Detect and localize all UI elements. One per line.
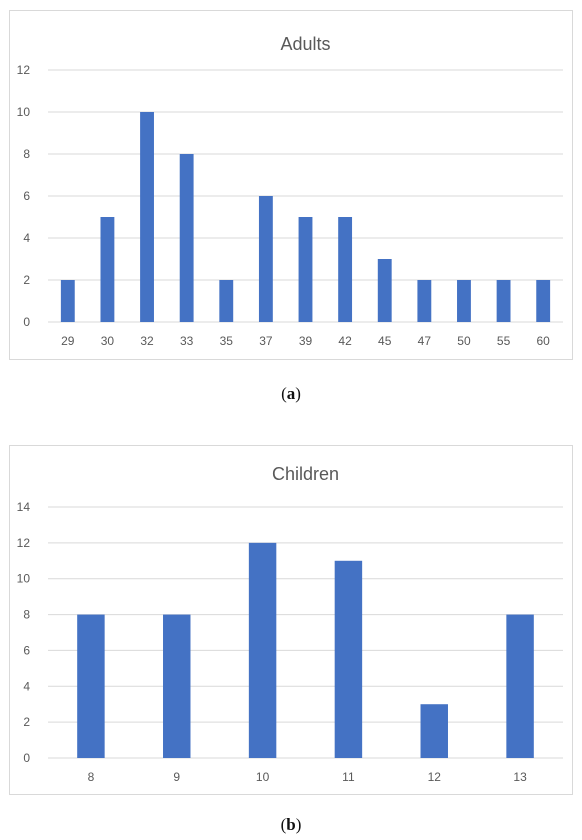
bar-60 (536, 280, 551, 322)
x-tick-label: 39 (299, 334, 313, 348)
bar-12 (420, 704, 448, 758)
x-tick-label: 60 (537, 334, 551, 348)
bar-29 (60, 280, 75, 322)
bar-9 (163, 614, 191, 758)
x-tick-label: 10 (256, 770, 270, 784)
x-tick-label: 8 (88, 770, 95, 784)
chart-children-svg: Children 0 2 4 6 8 10 12 14 8 9 10 11 12 13 (17, 464, 563, 784)
bar-30 (100, 217, 115, 322)
x-tick-label: 55 (497, 334, 511, 348)
y-tick-label: 6 (23, 643, 30, 657)
bar-11 (334, 560, 363, 758)
chart-title: Children (272, 464, 339, 484)
bar-42 (338, 217, 353, 322)
x-tick-label: 12 (428, 770, 442, 784)
chart-title: Adults (280, 34, 330, 54)
y-tick-label: 10 (17, 105, 31, 119)
y-tick-label: 6 (23, 189, 30, 203)
x-tick-label: 47 (418, 334, 432, 348)
y-tick-label: 8 (23, 608, 30, 622)
x-tick-label: 11 (342, 770, 355, 784)
x-tick-label: 45 (378, 334, 392, 348)
bar-13 (506, 614, 534, 758)
x-tick-label: 13 (513, 770, 527, 784)
bar-8 (77, 614, 105, 758)
bar-39 (298, 217, 313, 322)
x-tick-label: 42 (338, 334, 352, 348)
bar-47 (417, 280, 432, 322)
bar-45 (377, 259, 392, 322)
x-tick-label: 30 (101, 334, 115, 348)
caption-a-letter: a (286, 384, 296, 403)
bar-10 (248, 542, 277, 758)
y-tick-label: 10 (17, 572, 31, 586)
bar-32 (140, 112, 154, 322)
x-tick-label: 29 (61, 334, 75, 348)
caption-b-letter: b (286, 815, 296, 834)
caption-a: (a) (281, 384, 301, 403)
x-tick-label: 33 (180, 334, 194, 348)
y-tick-label: 0 (23, 751, 30, 765)
y-tick-label: 12 (17, 63, 31, 77)
chart-adults: Adults 0 2 4 6 8 10 12 29 30 32 33 35 37 39 42 45 47 50 55 6… (9, 10, 573, 360)
bar-35 (219, 280, 234, 322)
bar-55 (496, 280, 511, 322)
y-tick-label: 4 (23, 679, 30, 693)
bar-37 (258, 196, 273, 322)
caption-b: (b) (280, 815, 302, 834)
y-tick-label: 12 (17, 536, 31, 550)
chart-children: Children 0 2 4 6 8 10 12 14 8 9 10 11 12 13 (9, 445, 573, 795)
x-tick-label: 35 (220, 334, 234, 348)
bar-33 (179, 154, 194, 322)
chart-adults-svg: Adults 0 2 4 6 8 10 12 29 30 32 33 35 37 39 42 45 47 50 55 6… (17, 34, 563, 348)
x-tick-label: 9 (173, 770, 180, 784)
y-tick-label: 2 (23, 273, 30, 287)
y-tick-label: 14 (17, 500, 31, 514)
x-tick-label: 37 (259, 334, 273, 348)
x-tick-label: 50 (457, 334, 471, 348)
y-tick-label: 8 (23, 147, 30, 161)
y-tick-label: 4 (23, 231, 30, 245)
y-tick-label: 2 (23, 715, 30, 729)
x-tick-label: 32 (140, 334, 154, 348)
bar-50 (457, 280, 471, 322)
y-tick-label: 0 (23, 315, 30, 329)
